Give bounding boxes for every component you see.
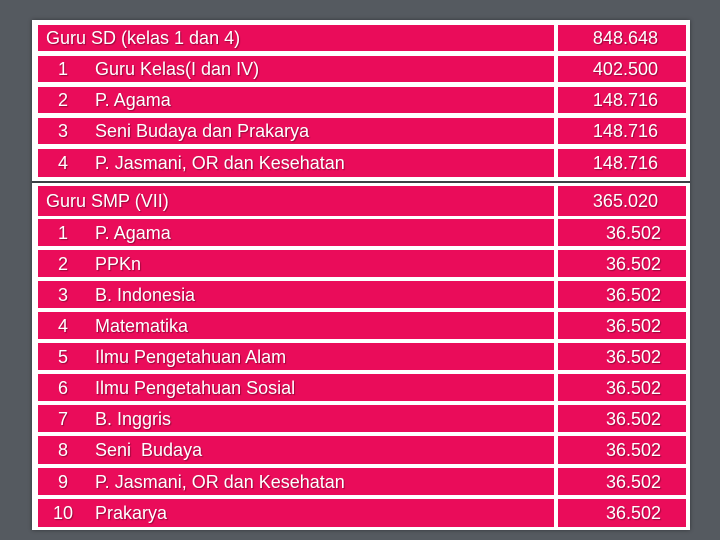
row-value: 36.502 xyxy=(558,499,686,527)
row-value: 36.502 xyxy=(558,374,686,401)
row-value: 148.716 xyxy=(558,118,686,144)
row-number: 3 xyxy=(38,118,88,144)
row-number: 6 xyxy=(38,374,88,401)
row-label: PPKn xyxy=(88,250,554,277)
row-number: 4 xyxy=(38,149,88,177)
row-number: 5 xyxy=(38,343,88,370)
row-number: 4 xyxy=(38,312,88,339)
row-value: 402.500 xyxy=(558,56,686,82)
section-total-sd: 848.648 xyxy=(558,25,686,51)
row-label: Ilmu Pengetahuan Alam xyxy=(88,343,554,370)
row-number: 1 xyxy=(38,219,88,246)
row-number: 3 xyxy=(38,281,88,308)
row-label: P. Agama xyxy=(88,87,554,113)
row-value: 36.502 xyxy=(558,405,686,432)
row-number: 8 xyxy=(38,436,88,464)
section-divider xyxy=(32,181,690,183)
row-number: 2 xyxy=(38,250,88,277)
row-number: 9 xyxy=(38,468,88,495)
row-label: Prakarya xyxy=(88,499,554,527)
section-title-smp: Guru SMP (VII) xyxy=(38,186,554,216)
row-number: 1 xyxy=(38,56,88,82)
row-value: 36.502 xyxy=(558,219,686,246)
row-value: 36.502 xyxy=(558,281,686,308)
row-label: B. Indonesia xyxy=(88,281,554,308)
row-label: Seni Budaya xyxy=(88,436,554,464)
row-value: 36.502 xyxy=(558,250,686,277)
row-number: 10 xyxy=(38,499,88,527)
row-number: 2 xyxy=(38,87,88,113)
row-number: 7 xyxy=(38,405,88,432)
row-label: P. Jasmani, OR dan Kesehatan xyxy=(88,468,554,495)
row-value: 148.716 xyxy=(558,87,686,113)
row-value: 148.716 xyxy=(558,149,686,177)
row-value: 36.502 xyxy=(558,436,686,464)
row-value: 36.502 xyxy=(558,468,686,495)
row-label: P. Jasmani, OR dan Kesehatan xyxy=(88,149,554,177)
section-total-smp: 365.020 xyxy=(558,186,686,216)
row-label: P. Agama xyxy=(88,219,554,246)
section-title-sd: Guru SD (kelas 1 dan 4) xyxy=(38,25,554,51)
row-label: Ilmu Pengetahuan Sosial xyxy=(88,374,554,401)
row-label: Seni Budaya dan Prakarya xyxy=(88,118,554,144)
row-value: 36.502 xyxy=(558,343,686,370)
row-label: Guru Kelas(I dan IV) xyxy=(88,56,554,82)
row-label: B. Inggris xyxy=(88,405,554,432)
row-value: 36.502 xyxy=(558,312,686,339)
row-label: Matematika xyxy=(88,312,554,339)
